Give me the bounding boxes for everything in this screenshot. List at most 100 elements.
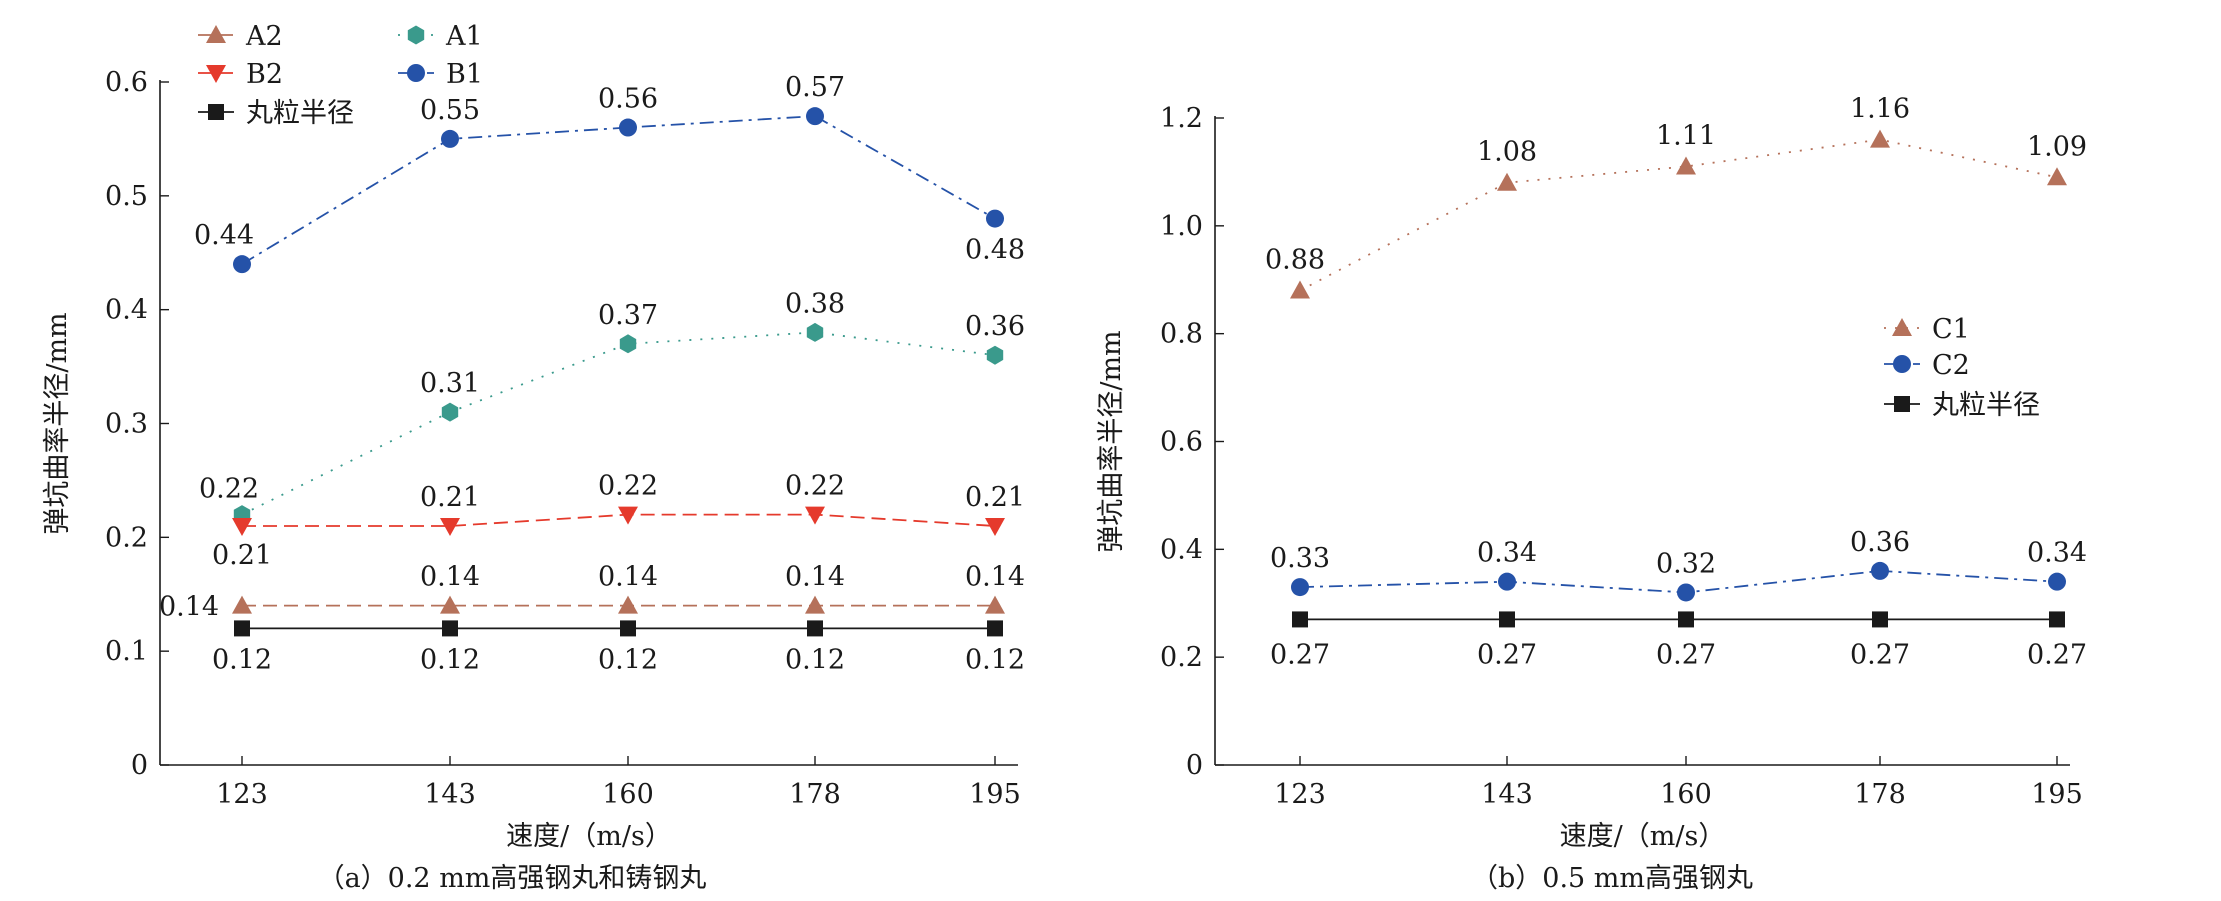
y-tick-label: 0.2 xyxy=(1160,642,1203,673)
legend-marker xyxy=(206,65,226,83)
data-label: 1.16 xyxy=(1850,94,1910,125)
data-label: 1.08 xyxy=(1477,137,1537,168)
legend-label: A1 xyxy=(445,21,483,52)
data-label: 0.14 xyxy=(785,562,845,593)
series-line xyxy=(241,115,996,265)
data-point xyxy=(234,620,250,637)
data-label: 0.36 xyxy=(1850,527,1910,558)
data-label: 0.36 xyxy=(965,311,1025,342)
data-label: 0.57 xyxy=(785,72,845,103)
data-label: 0.12 xyxy=(420,644,480,675)
data-point xyxy=(805,595,825,614)
data-label: 0.14 xyxy=(420,562,480,593)
data-point xyxy=(440,517,460,536)
data-point xyxy=(1290,280,1310,299)
data-point xyxy=(1292,611,1308,628)
series-line xyxy=(242,513,996,527)
legend-label: A2 xyxy=(245,21,283,52)
data-label: 1.09 xyxy=(2027,131,2087,162)
series-5: 0.12 0.12 0.12 0.12 0.12 xyxy=(212,620,1025,675)
x-axis-title: 速度/（m/s） xyxy=(506,821,672,852)
series-line xyxy=(1299,138,2058,292)
chart-a: 0 0.1 0.2 0.3 0.4 0.5 0.6 123 143 160 178 195 速度/（m/… xyxy=(42,21,1025,894)
y-tick-label: 0.4 xyxy=(1160,534,1203,565)
chart-caption: （b）0.5 mm高强钢丸 xyxy=(1471,863,1753,894)
series-4: 0.44 0.55 0.56 0.57 0.48 xyxy=(194,72,1025,274)
data-point xyxy=(442,620,458,637)
x-tick-label: 123 xyxy=(216,779,268,810)
series-1: 0.88 1.08 1.11 1.16 1.09 xyxy=(1265,94,2087,299)
x-tick-label: 178 xyxy=(789,779,841,810)
data-point xyxy=(1497,172,1517,191)
legend: C1 C2 丸粒半径 xyxy=(1884,314,2040,421)
data-label: 0.22 xyxy=(785,471,845,502)
series-2: 0.22 0.31 0.37 0.38 0.36 xyxy=(199,288,1025,525)
legend-marker xyxy=(407,64,425,82)
data-point xyxy=(987,620,1003,637)
data-label: 0.27 xyxy=(2027,639,2087,670)
data-point xyxy=(232,595,252,614)
data-label: 0.33 xyxy=(1270,543,1330,574)
data-label: 0.27 xyxy=(1270,639,1330,670)
data-point xyxy=(232,517,252,536)
y-axis-title: 弹坑曲率半径/mm xyxy=(42,312,73,534)
data-point xyxy=(807,620,823,637)
legend-marker xyxy=(1892,318,1912,336)
legend-label: C1 xyxy=(1932,314,1970,345)
y-tick-label: 0.1 xyxy=(105,636,148,667)
y-tick-label: 0.2 xyxy=(105,522,148,553)
data-point xyxy=(620,620,636,637)
chart-caption: （a）0.2 mm高强钢丸和铸钢丸 xyxy=(318,863,707,894)
data-label: 0.14 xyxy=(159,592,219,623)
data-label: 0.12 xyxy=(785,644,845,675)
data-point xyxy=(985,595,1005,614)
data-label: 0.31 xyxy=(420,368,480,399)
data-point xyxy=(441,402,459,422)
x-tick-label: 195 xyxy=(2031,779,2083,810)
data-point xyxy=(1870,129,1890,148)
data-point xyxy=(1676,156,1696,175)
data-label: 0.55 xyxy=(420,95,480,126)
y-axis-title: 弹坑曲率半径/mm xyxy=(1096,330,1127,552)
series-line xyxy=(241,331,996,516)
y-tick-label: 0 xyxy=(1186,750,1203,781)
legend: A2 A1 B2 B1 丸粒半径 xyxy=(198,21,483,129)
data-point xyxy=(1678,611,1694,628)
y-tick-label: 0.8 xyxy=(1160,319,1203,350)
x-tick-label: 160 xyxy=(602,779,654,810)
x-tick-label: 178 xyxy=(1854,779,1906,810)
data-point xyxy=(1291,578,1309,597)
x-tick-label: 123 xyxy=(1274,779,1326,810)
legend-label: 丸粒半径 xyxy=(246,98,354,129)
legend-label: B2 xyxy=(246,59,283,90)
x-tick-label: 195 xyxy=(969,779,1021,810)
data-point xyxy=(806,107,824,126)
data-label: 0.32 xyxy=(1656,548,1716,579)
series-3: 0.27 0.27 0.27 0.27 0.27 xyxy=(1270,611,2087,670)
data-label: 0.22 xyxy=(199,474,259,505)
data-label: 0.88 xyxy=(1265,245,1325,276)
data-point xyxy=(618,506,638,525)
data-point xyxy=(805,506,825,525)
y-tick-label: 0.3 xyxy=(105,409,148,440)
data-label: 0.22 xyxy=(598,471,658,502)
y-tick-label: 0 xyxy=(131,750,148,781)
data-label: 0.21 xyxy=(420,482,480,513)
data-label: 0.14 xyxy=(965,562,1025,593)
x-axis-title: 速度/（m/s） xyxy=(1560,821,1726,852)
data-point xyxy=(2048,572,2066,591)
data-point xyxy=(619,334,637,354)
data-label: 0.12 xyxy=(965,644,1025,675)
data-label: 0.12 xyxy=(212,644,272,675)
data-point xyxy=(985,517,1005,536)
data-point xyxy=(1677,583,1695,602)
series-3: 0.21 0.21 0.22 0.22 0.21 xyxy=(212,471,1025,571)
y-tick-label: 0.4 xyxy=(105,295,148,326)
data-label: 1.11 xyxy=(1656,121,1716,152)
legend-marker xyxy=(1894,396,1910,412)
y-tick-label: 0.5 xyxy=(105,181,148,212)
data-label: 0.21 xyxy=(965,482,1025,513)
y-tick-label: 0.6 xyxy=(105,67,148,98)
data-label: 0.27 xyxy=(1850,639,1910,670)
